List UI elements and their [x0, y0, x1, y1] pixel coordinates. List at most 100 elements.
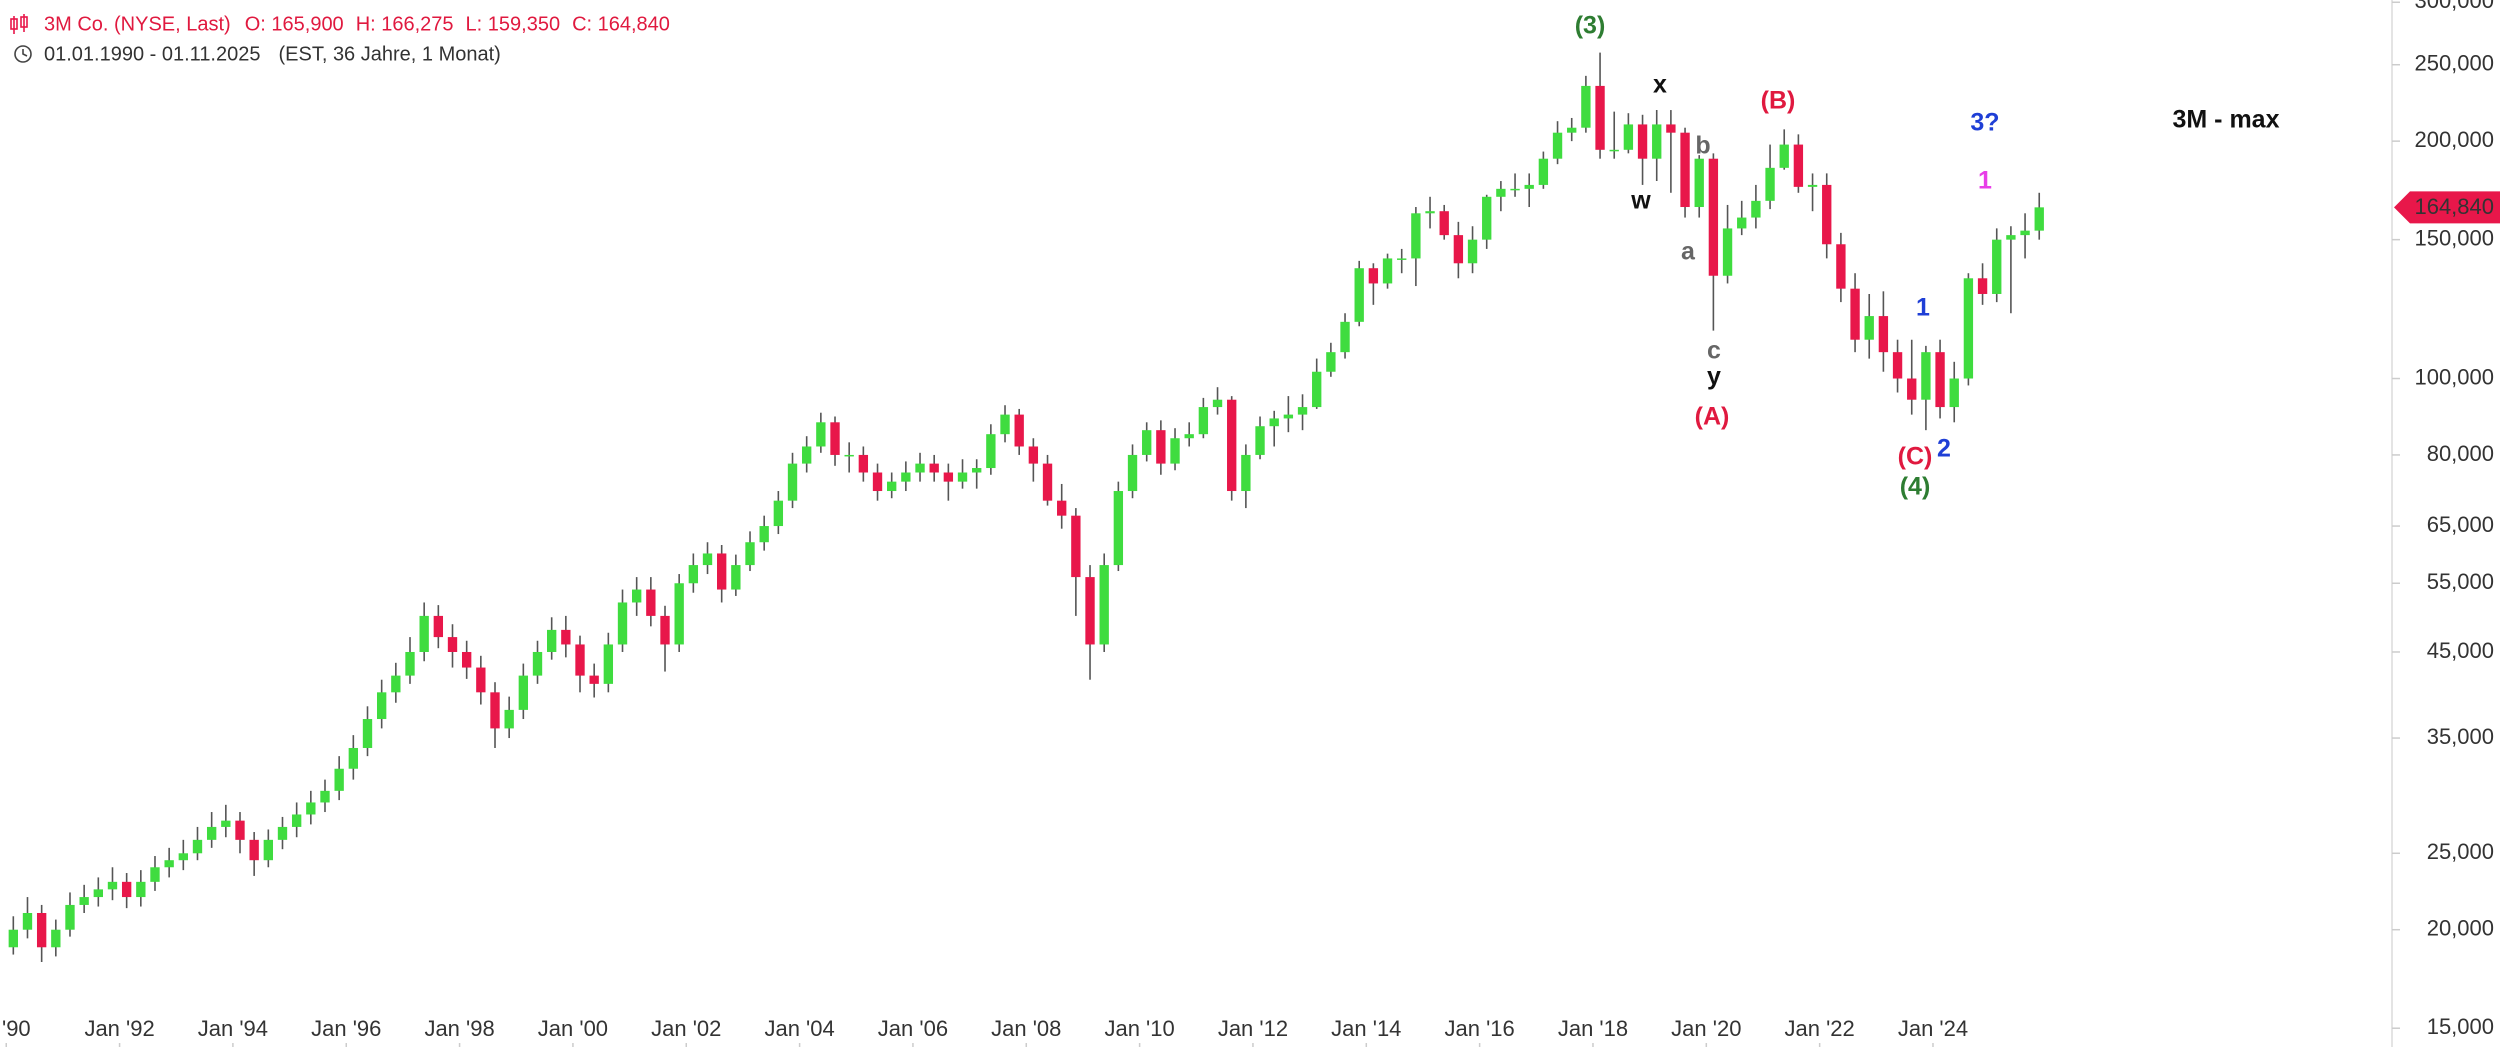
header: 3M Co. (NYSE, Last) O: 165,900 H: 166,27…: [10, 13, 670, 65]
x-tick-label: Jan '06: [878, 1016, 948, 1041]
candle-body: [518, 675, 529, 710]
candle-body: [490, 692, 500, 729]
candles: [8, 52, 2044, 963]
candle-body: [646, 589, 656, 616]
candle-body: [476, 667, 486, 693]
candle-body: [1482, 196, 1492, 240]
candle-body: [447, 637, 458, 652]
y-tick-label: 45,000: [2427, 638, 2494, 663]
x-tick-label: Jan '18: [1558, 1016, 1628, 1041]
candle-body: [65, 904, 75, 930]
x-tick-label: Jan '96: [311, 1016, 381, 1041]
x-tick-label: Jan '04: [764, 1016, 834, 1041]
candle-body: [702, 553, 713, 566]
candle-body: [858, 454, 869, 473]
candle-body: [802, 446, 812, 464]
y-tick-label: 35,000: [2427, 724, 2494, 749]
candle-body: [405, 651, 415, 676]
candle-body: [22, 912, 33, 930]
candle-body: [1737, 217, 1747, 229]
wave-label: y: [1707, 363, 1721, 391]
candle-body: [986, 434, 996, 469]
candle-body: [192, 839, 203, 854]
candle-body: [1000, 414, 1010, 435]
candle-body: [1850, 288, 1860, 340]
candle-body: [121, 881, 132, 898]
candle-body: [1822, 184, 1832, 245]
candle-body: [1708, 158, 1719, 276]
header-ohlc: L: 159,350: [466, 13, 561, 35]
y-tick-label: 15,000: [2427, 1014, 2494, 1039]
candle-body: [717, 553, 727, 590]
header-ohlc: H: 166,275: [356, 13, 454, 35]
header-ohlc: O: 165,900: [245, 13, 344, 35]
candle-body: [901, 472, 911, 482]
candle-body: [136, 881, 146, 898]
candle-body: [1637, 124, 1648, 159]
wave-label: 2: [1937, 435, 1951, 463]
candle-body: [1425, 211, 1435, 214]
candle-body: [1439, 211, 1449, 236]
candle-body: [1595, 85, 1605, 150]
candle-body: [632, 589, 642, 603]
candle-body: [972, 468, 982, 473]
price-tag: [2394, 191, 2500, 224]
candle-body: [2020, 230, 2030, 236]
candle-body: [1326, 352, 1336, 372]
y-tick-label: 300,000: [2414, 0, 2494, 13]
y-tick-label: 20,000: [2427, 916, 2494, 941]
candle-body: [1170, 438, 1180, 464]
candle-body: [504, 709, 514, 729]
wave-label: 1: [1978, 167, 1992, 195]
candle-body: [830, 422, 840, 455]
candle-body: [957, 472, 968, 482]
candle-body: [1807, 184, 1818, 187]
y-tick-label: 250,000: [2414, 51, 2494, 76]
candle-body: [1071, 515, 1081, 578]
candle-body: [306, 802, 316, 815]
candle-body: [164, 860, 174, 868]
y-tick-label: 80,000: [2427, 441, 2494, 466]
candle-body: [1765, 167, 1775, 201]
candle-body: [1963, 278, 1974, 379]
candle-body: [1354, 268, 1364, 322]
candle-body: [1510, 188, 1520, 191]
candle-body: [915, 463, 925, 473]
candle-body: [51, 929, 61, 948]
candle-body: [206, 826, 217, 840]
candle-body: [2034, 207, 2044, 231]
candle-body: [1907, 378, 1917, 400]
candle-body: [1609, 149, 1619, 152]
candle-body: [1255, 426, 1265, 455]
header-title: 3M Co. (NYSE, Last): [44, 13, 231, 35]
candle-body: [1227, 399, 1237, 492]
wave-label: (3): [1575, 12, 1606, 40]
candle-body: [872, 472, 883, 492]
candle-body: [433, 615, 444, 638]
candle-body: [1142, 430, 1152, 455]
candle-body: [1297, 407, 1308, 415]
candle-icon: [10, 14, 28, 34]
candle-body: [688, 565, 699, 584]
candle-body: [1057, 500, 1067, 516]
candle-body: [532, 651, 543, 676]
candle-body: [603, 644, 614, 684]
wave-label: 3M - max: [2173, 106, 2280, 134]
candle-body: [773, 500, 784, 527]
x-tick-label: '90: [2, 1016, 31, 1041]
candle-body: [1340, 321, 1350, 353]
candle-body: [376, 692, 387, 720]
candle-body: [575, 644, 585, 676]
candle-body: [1694, 158, 1704, 208]
candle-body: [1722, 228, 1733, 276]
candle-body: [1156, 430, 1166, 464]
candle-body: [1567, 127, 1577, 133]
candle-body: [8, 929, 18, 948]
candle-body: [759, 526, 769, 543]
candle-body: [1028, 446, 1039, 464]
candle-body: [1283, 414, 1294, 419]
candle-body: [1892, 352, 1903, 379]
candle-body: [2006, 235, 2016, 240]
y-tick-label: 100,000: [2414, 364, 2494, 389]
candle-body: [1382, 258, 1393, 284]
